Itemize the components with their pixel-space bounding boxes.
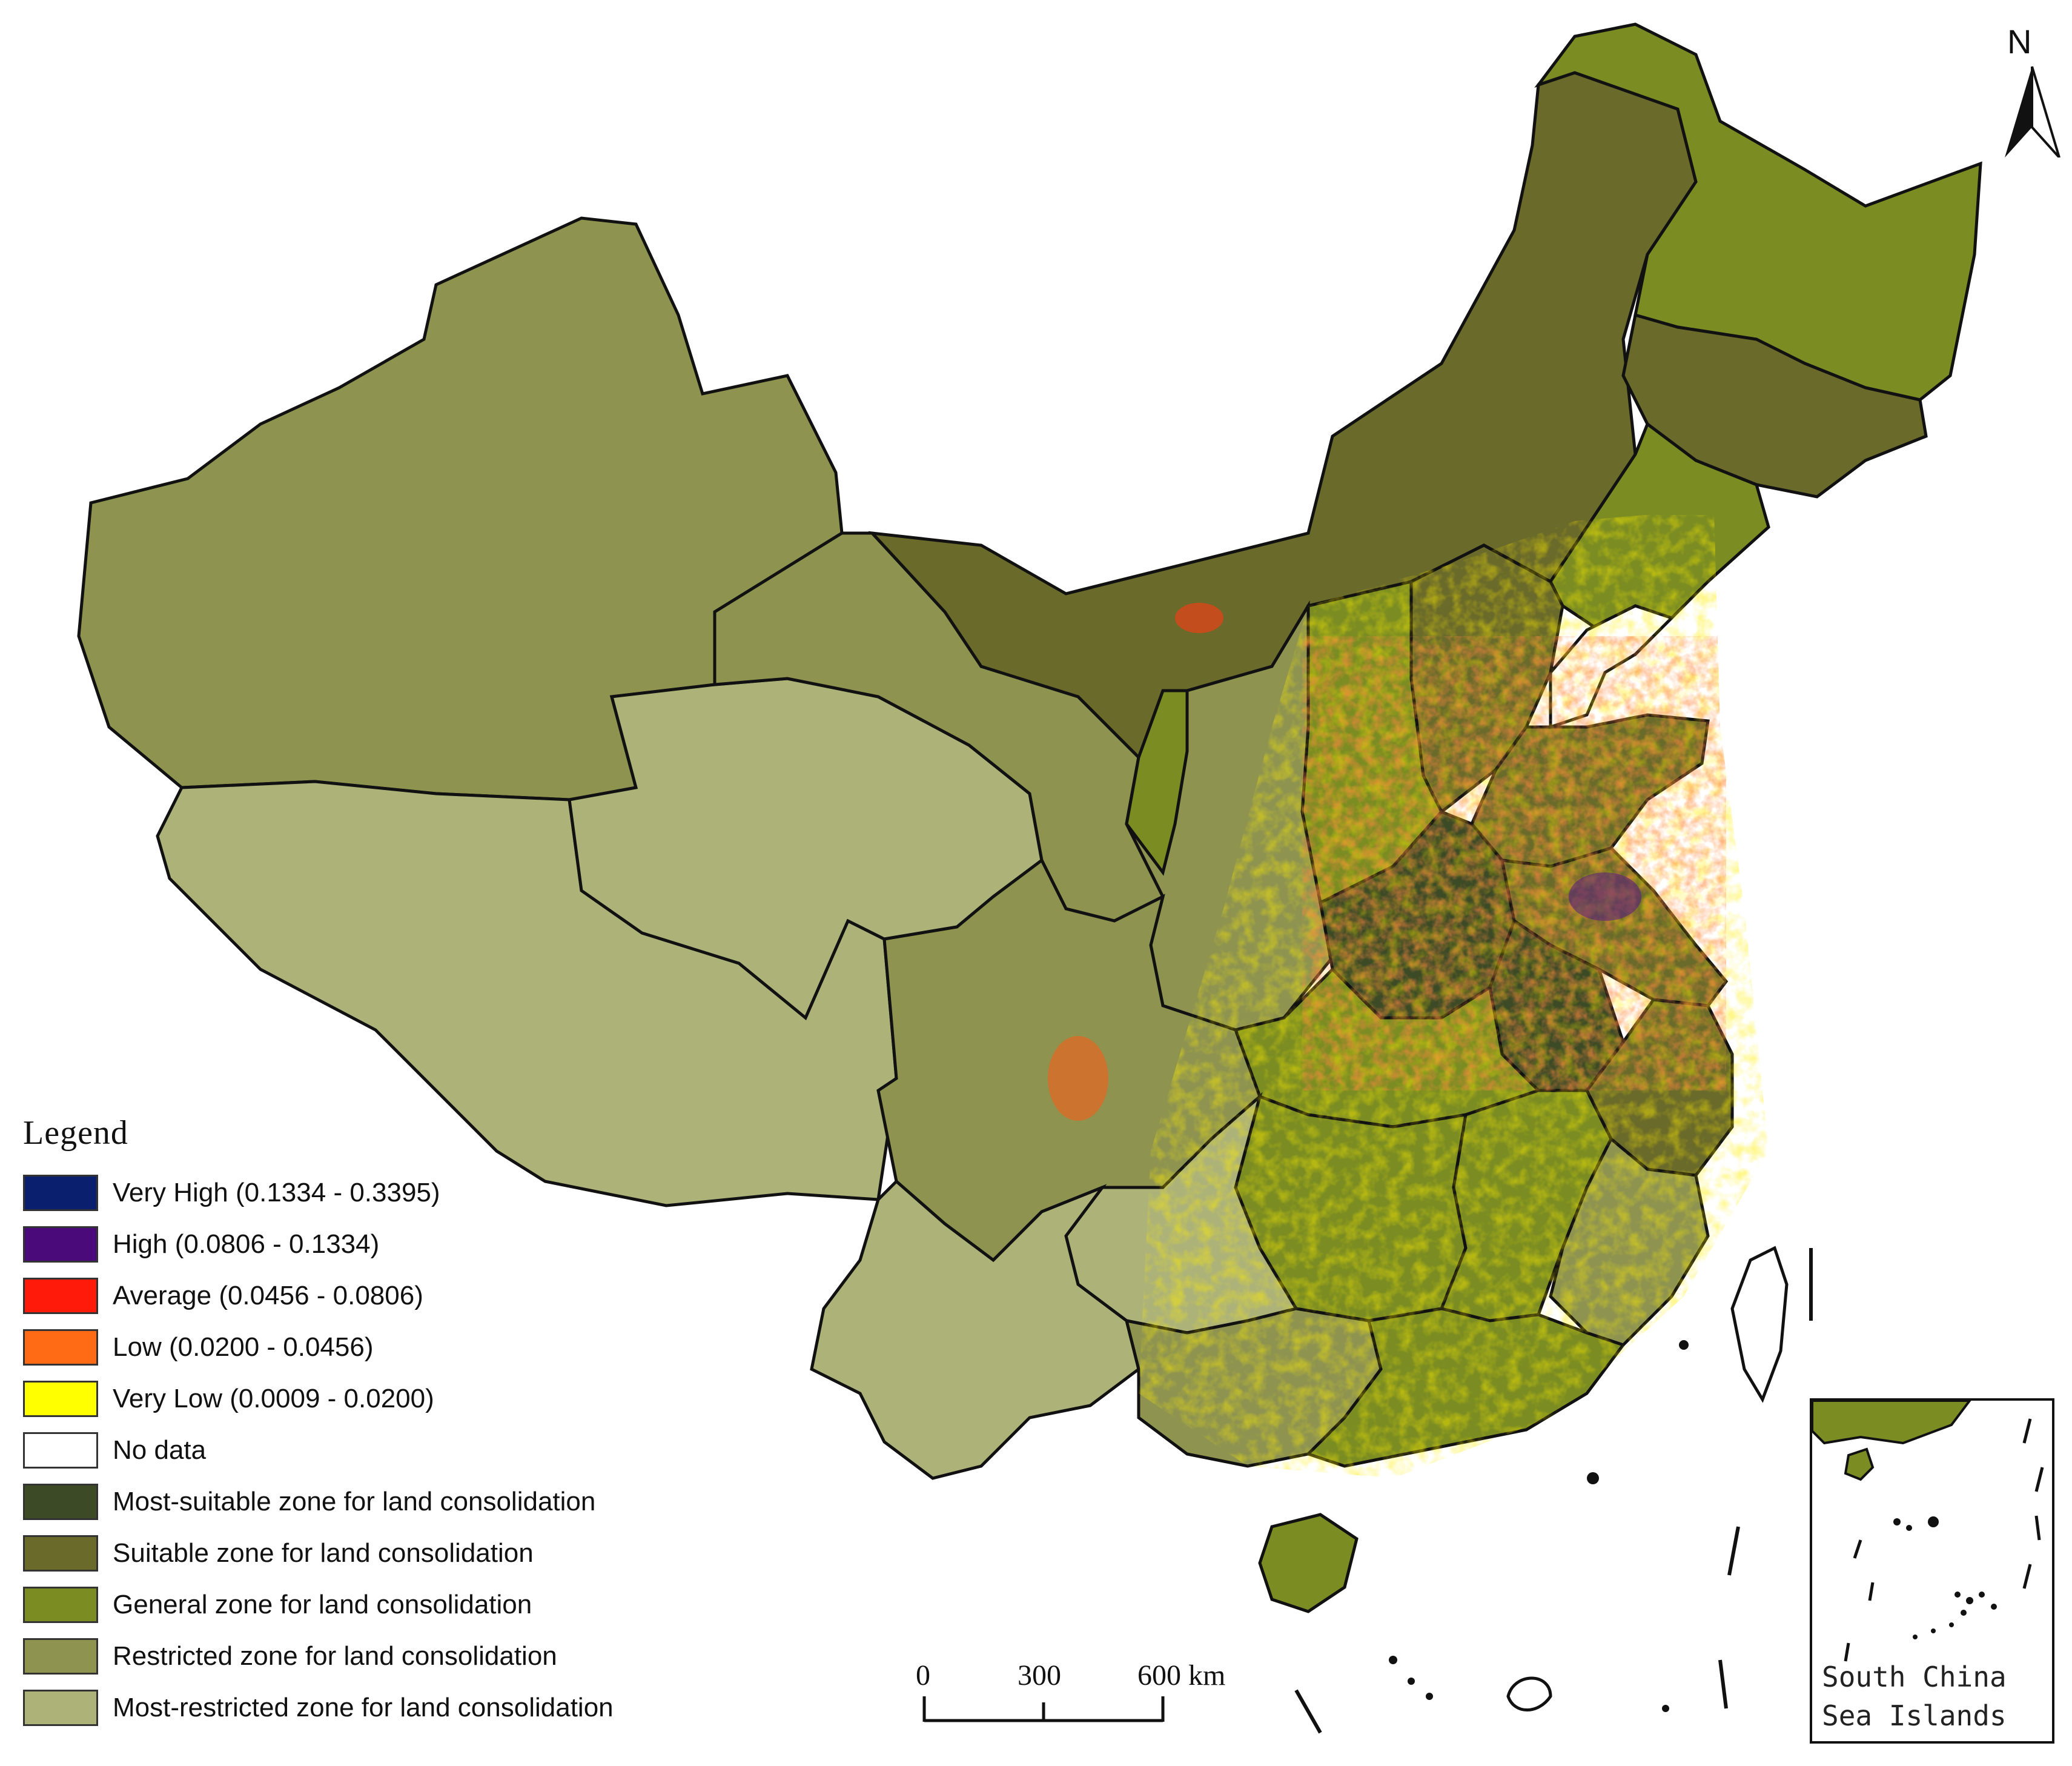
legend-label: Very High (0.1334 - 0.3395) <box>113 1177 440 1207</box>
north-arrow-label: N <box>2007 22 2032 61</box>
legend-item: No data <box>23 1424 665 1476</box>
legend-item: Very High (0.1334 - 0.3395) <box>23 1167 665 1218</box>
province-ningxia <box>1125 689 1189 876</box>
legend-swatch <box>23 1638 98 1675</box>
legend-swatch <box>23 1277 98 1314</box>
legend-swatch <box>23 1535 98 1572</box>
legend-swatch <box>23 1689 98 1726</box>
legend-label: Very Low (0.0009 - 0.0200) <box>113 1383 434 1413</box>
province-yunnan <box>810 1179 1140 1480</box>
legend-item: Suitable zone for land consolidation <box>23 1527 665 1579</box>
legend-label: Average (0.0456 - 0.0806) <box>113 1280 423 1310</box>
legend-label: Suitable zone for land consolidation <box>113 1538 534 1568</box>
legend-label: High (0.0806 - 0.1334) <box>113 1229 380 1259</box>
legend-label: Low (0.0200 - 0.0456) <box>113 1332 374 1362</box>
high-cluster <box>1569 872 1641 921</box>
legend-label: No data <box>113 1435 207 1465</box>
legend-item: High (0.0806 - 0.1334) <box>23 1218 665 1270</box>
legend-swatch <box>23 1174 98 1211</box>
legend-item: General zone for land consolidation <box>23 1579 665 1630</box>
legend-item: Restricted zone for land consolidation <box>23 1630 665 1682</box>
nine-dash-marks <box>1294 1248 1813 1734</box>
inset-label-line1: South China <box>1822 1661 2007 1693</box>
legend-swatch <box>23 1226 98 1263</box>
legend-label: Most-suitable zone for land consolidatio… <box>113 1486 596 1516</box>
legend-label: Restricted zone for land consolidation <box>113 1641 557 1671</box>
south-china-sea-outline <box>1506 1676 1552 1711</box>
legend-swatch <box>23 1483 98 1520</box>
scale-bar <box>922 1696 1165 1722</box>
legend-swatch <box>23 1329 98 1366</box>
province-hainan <box>1258 1513 1359 1613</box>
legend-title: Legend <box>23 1114 128 1152</box>
legend-item: Most-suitable zone for land consolidatio… <box>23 1476 665 1527</box>
legend-item: Most-restricted zone for land consolidat… <box>23 1682 665 1733</box>
inset-map <box>1812 1401 2044 1662</box>
scale-label-600: 600 km <box>1137 1659 1226 1691</box>
north-arrow-icon <box>2005 66 2060 158</box>
scale-label-0: 0 <box>916 1659 930 1691</box>
island-taiwan <box>1730 1246 1789 1403</box>
legend-swatch <box>23 1380 98 1417</box>
legend-item: Low (0.0200 - 0.0456) <box>23 1321 665 1373</box>
inset-label-line2: Sea Islands <box>1822 1699 2007 1732</box>
legend-swatch <box>23 1432 98 1469</box>
density-high-overlay <box>1302 636 1726 1090</box>
legend-item: Average (0.0456 - 0.0806) <box>23 1270 665 1321</box>
avg-cluster-a <box>1048 1036 1108 1121</box>
legend-label: General zone for land consolidation <box>113 1589 532 1619</box>
legend-swatch <box>23 1586 98 1623</box>
legend-items: Very High (0.1334 - 0.3395) High (0.0806 … <box>23 1167 665 1733</box>
legend-item: Very Low (0.0009 - 0.0200) <box>23 1373 665 1424</box>
inset-label: South China Sea Islands <box>1822 1658 2007 1735</box>
avg-cluster-b <box>1175 603 1223 633</box>
legend-label: Most-restricted zone for land consolidat… <box>113 1692 614 1722</box>
coastal-islands <box>1389 1340 1689 1712</box>
south-china-sea-inset: South China Sea Islands <box>1810 1398 2054 1744</box>
legend: Legend Very High (0.1334 - 0.3395) High (… <box>23 1114 665 1733</box>
scale-label-300: 300 <box>1018 1659 1061 1691</box>
